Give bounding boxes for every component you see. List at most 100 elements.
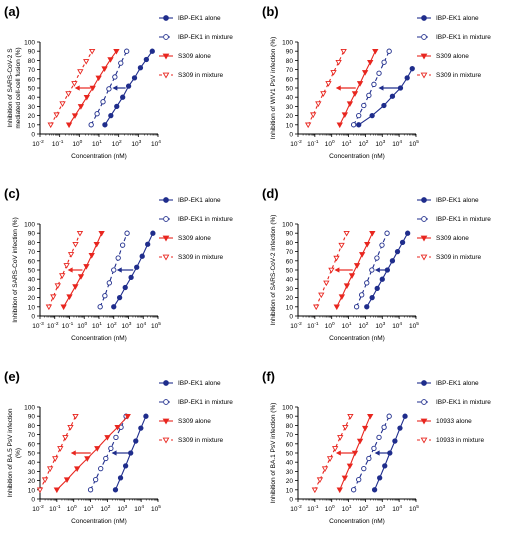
series-1 xyxy=(364,230,411,310)
legend-marker xyxy=(420,53,428,60)
data-point xyxy=(371,445,377,452)
shift-arrow-head xyxy=(334,267,340,273)
data-point xyxy=(382,463,388,469)
x-axis-label: Concentration (nM) xyxy=(71,518,127,525)
shift-arrow xyxy=(74,85,91,91)
data-point xyxy=(376,70,382,76)
data-point xyxy=(77,69,84,75)
data-point xyxy=(356,477,362,483)
data-point xyxy=(361,102,367,109)
series-4 xyxy=(311,413,354,494)
data-point xyxy=(47,122,54,129)
y-tick-label: 0 xyxy=(31,497,35,504)
legend-marker xyxy=(162,53,170,60)
data-point xyxy=(124,48,130,54)
panel-label: (e) xyxy=(4,369,20,384)
x-tick-label: 10-1 xyxy=(307,504,319,513)
y-tick-label: 90 xyxy=(286,49,294,56)
data-point xyxy=(321,466,329,472)
legend-label: IBP-EK1 in mixture xyxy=(436,399,491,406)
data-point xyxy=(359,292,365,298)
y-tick-label: 0 xyxy=(289,132,293,139)
shift-arrow-head xyxy=(374,267,380,273)
data-point xyxy=(331,446,339,452)
data-point xyxy=(60,304,67,311)
data-point xyxy=(315,101,322,107)
y-tick-label: 10 xyxy=(28,122,36,129)
shift-arrow xyxy=(67,267,83,273)
data-point xyxy=(342,424,349,431)
data-point xyxy=(115,255,121,261)
x-tick-label: 101 xyxy=(342,504,352,513)
legend-label: IBP-EK1 in mixture xyxy=(436,216,491,223)
x-tick-label: 10-2 xyxy=(32,139,44,148)
data-point xyxy=(409,66,415,72)
y-tick-label: 70 xyxy=(286,67,294,74)
legend-marker xyxy=(162,418,170,425)
data-point xyxy=(326,456,334,462)
data-point xyxy=(348,273,356,279)
legend-marker xyxy=(162,437,170,444)
y-tick-label: 80 xyxy=(28,423,36,430)
legend-marker xyxy=(163,380,169,386)
y-tick-label: 100 xyxy=(24,405,35,412)
legend-marker xyxy=(162,72,170,79)
y-tick-label: 30 xyxy=(28,104,36,111)
legend-label: S309 alone xyxy=(436,235,469,242)
data-point xyxy=(77,274,85,280)
legend-item: IBP-EK1 in mixture xyxy=(417,216,491,223)
data-point xyxy=(361,425,369,432)
data-point xyxy=(94,111,100,117)
x-axis-label: Concentration (nM) xyxy=(71,153,127,160)
legend-item: S309 alone xyxy=(159,418,211,425)
y-tick-label: 60 xyxy=(28,76,36,83)
y-tick-label: 70 xyxy=(28,249,36,256)
series-3 xyxy=(65,48,120,129)
series-3 xyxy=(60,230,105,311)
x-tick-label: 102 xyxy=(100,504,110,513)
series-3 xyxy=(336,48,379,129)
series-1 xyxy=(112,413,149,493)
legend-item: IBP-EK1 in mixture xyxy=(159,216,233,223)
data-point xyxy=(387,450,393,456)
legend-item: IBP-EK1 alone xyxy=(417,380,479,387)
data-point xyxy=(112,487,119,493)
data-point xyxy=(133,438,139,444)
y-axis-label: (%) xyxy=(15,448,22,458)
y-tick-label: 70 xyxy=(286,249,294,256)
data-point xyxy=(366,92,372,99)
data-point xyxy=(116,294,123,301)
legend-label: S309 alone xyxy=(178,418,211,425)
data-point xyxy=(50,294,57,300)
panel-label: (f) xyxy=(262,369,275,384)
data-point xyxy=(108,445,114,452)
legend-item: S309 in mixture xyxy=(159,254,224,261)
data-point xyxy=(311,487,319,494)
data-point xyxy=(336,487,343,494)
y-tick-label: 30 xyxy=(286,104,294,111)
y-axis-label: Inhibition of BA.5 PsV infection xyxy=(7,408,14,497)
x-tick-label: 102 xyxy=(358,321,368,330)
data-point xyxy=(353,304,360,310)
legend-item: IBP-EK1 alone xyxy=(159,15,221,22)
y-tick-label: 90 xyxy=(28,49,36,56)
data-point xyxy=(119,242,126,248)
x-tick-label: 105 xyxy=(151,321,161,330)
y-tick-label: 100 xyxy=(24,40,35,47)
data-point xyxy=(83,264,90,270)
x-tick-label: 10-1 xyxy=(307,139,319,148)
shift-arrow-head xyxy=(335,85,341,91)
data-point xyxy=(98,465,104,472)
shift-arrow-head xyxy=(116,267,122,273)
data-point xyxy=(358,252,366,258)
legend-label: IBP-EK1 alone xyxy=(178,380,221,387)
legend-item: 10933 alone xyxy=(417,418,472,425)
legend-item: S309 in mixture xyxy=(159,437,224,444)
data-point xyxy=(386,413,392,419)
y-tick-label: 90 xyxy=(286,414,294,421)
legend: IBP-EK1 alone IBP-EK1 in mixture 10933 alo… xyxy=(417,380,491,444)
data-point xyxy=(351,91,359,97)
